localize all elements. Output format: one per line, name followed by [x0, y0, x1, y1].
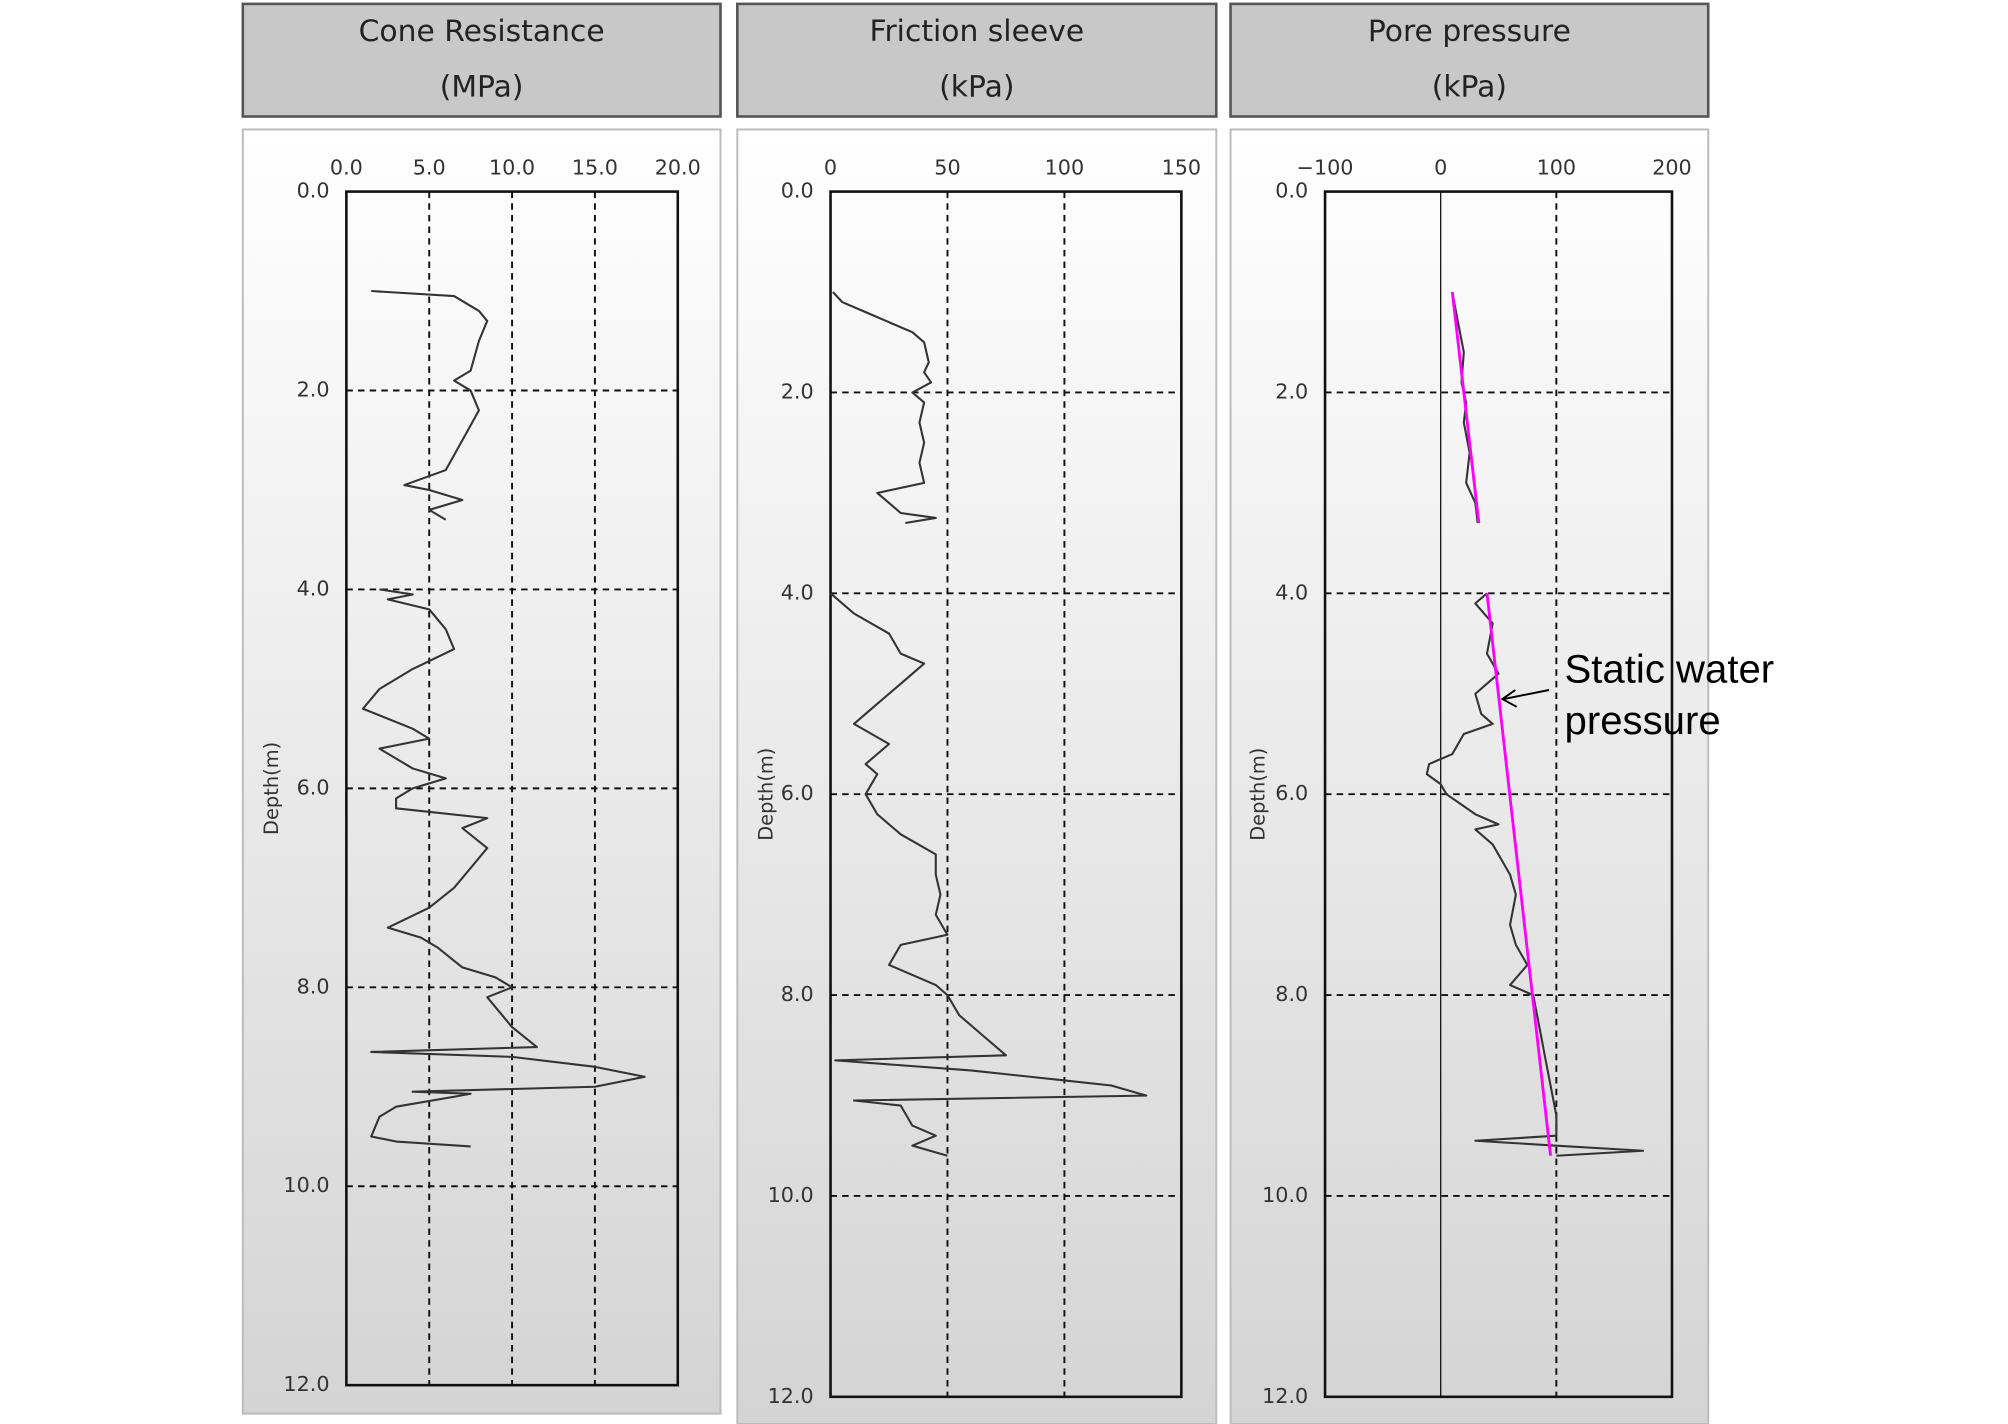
x-tick-label: 150	[1162, 155, 1202, 179]
plot-frame	[1323, 190, 1674, 1399]
x-tick-label: 0	[824, 155, 837, 179]
y-tick-label: 4.0	[781, 580, 814, 604]
y-tick-label: 4.0	[297, 576, 330, 600]
data-line	[361, 289, 646, 1148]
x-tick-label: 100	[1537, 155, 1577, 179]
plot-frame	[345, 190, 680, 1387]
chart-subtitle: (kPa)	[939, 70, 1014, 105]
chart-subtitle: (MPa)	[440, 70, 524, 105]
y-tick-label: 8.0	[1275, 982, 1308, 1006]
y-tick-label: 12.0	[768, 1384, 814, 1408]
annotation-arrowhead	[1500, 689, 1518, 708]
y-axis-label: Depth(m)	[1247, 748, 1270, 841]
y-tick-label: 2.0	[1275, 379, 1308, 403]
annotation: Static water	[1565, 646, 1775, 691]
x-tick-label: −100	[1297, 155, 1354, 179]
y-tick-label: 10.0	[1262, 1183, 1308, 1207]
y-tick-label: 12.0	[283, 1372, 329, 1396]
annotation: pressure	[1565, 698, 1721, 743]
x-tick-label: 15.0	[572, 155, 618, 179]
y-tick-label: 2.0	[781, 379, 814, 403]
chart-title: Pore pressure	[1368, 14, 1571, 49]
header-box	[736, 2, 1218, 118]
y-tick-label: 8.0	[781, 982, 814, 1006]
panel-box	[1229, 128, 1710, 1424]
y-tick-label: 10.0	[768, 1183, 814, 1207]
panel-box	[241, 128, 722, 1415]
y-tick-label: 4.0	[1275, 580, 1308, 604]
y-tick-label: 0.0	[781, 179, 814, 203]
y-tick-label: 6.0	[1275, 781, 1308, 805]
x-tick-label: 200	[1652, 155, 1692, 179]
data-line	[829, 291, 1148, 1157]
x-tick-label: 50	[934, 155, 960, 179]
y-axis-label: Depth(m)	[260, 742, 283, 835]
y-axis-label: Depth(m)	[755, 748, 778, 841]
x-tick-label: 20.0	[655, 155, 701, 179]
x-tick-label: 100	[1045, 155, 1085, 179]
y-tick-label: 8.0	[297, 974, 330, 998]
y-tick-label: 0.0	[297, 179, 330, 203]
data-line	[1450, 291, 1552, 1156]
x-tick-label: 10.0	[489, 155, 535, 179]
y-tick-label: 10.0	[283, 1173, 329, 1197]
chart-subtitle: (kPa)	[1432, 70, 1507, 105]
y-tick-label: 12.0	[1262, 1384, 1308, 1408]
y-tick-label: 0.0	[1275, 179, 1308, 203]
panel-box	[736, 128, 1218, 1424]
annotation-arrow	[1503, 689, 1550, 701]
header-box	[1229, 2, 1710, 118]
y-tick-label: 6.0	[297, 775, 330, 799]
y-tick-label: 2.0	[297, 378, 330, 402]
y-tick-label: 6.0	[781, 781, 814, 805]
header-box	[241, 2, 722, 118]
chart-title: Cone Resistance	[359, 14, 605, 49]
plot-frame	[829, 190, 1183, 1399]
chart-title: Friction sleeve	[869, 14, 1084, 49]
x-tick-label: 0.0	[330, 155, 363, 179]
x-tick-label: 5.0	[413, 155, 446, 179]
x-tick-label: 0	[1434, 155, 1447, 179]
